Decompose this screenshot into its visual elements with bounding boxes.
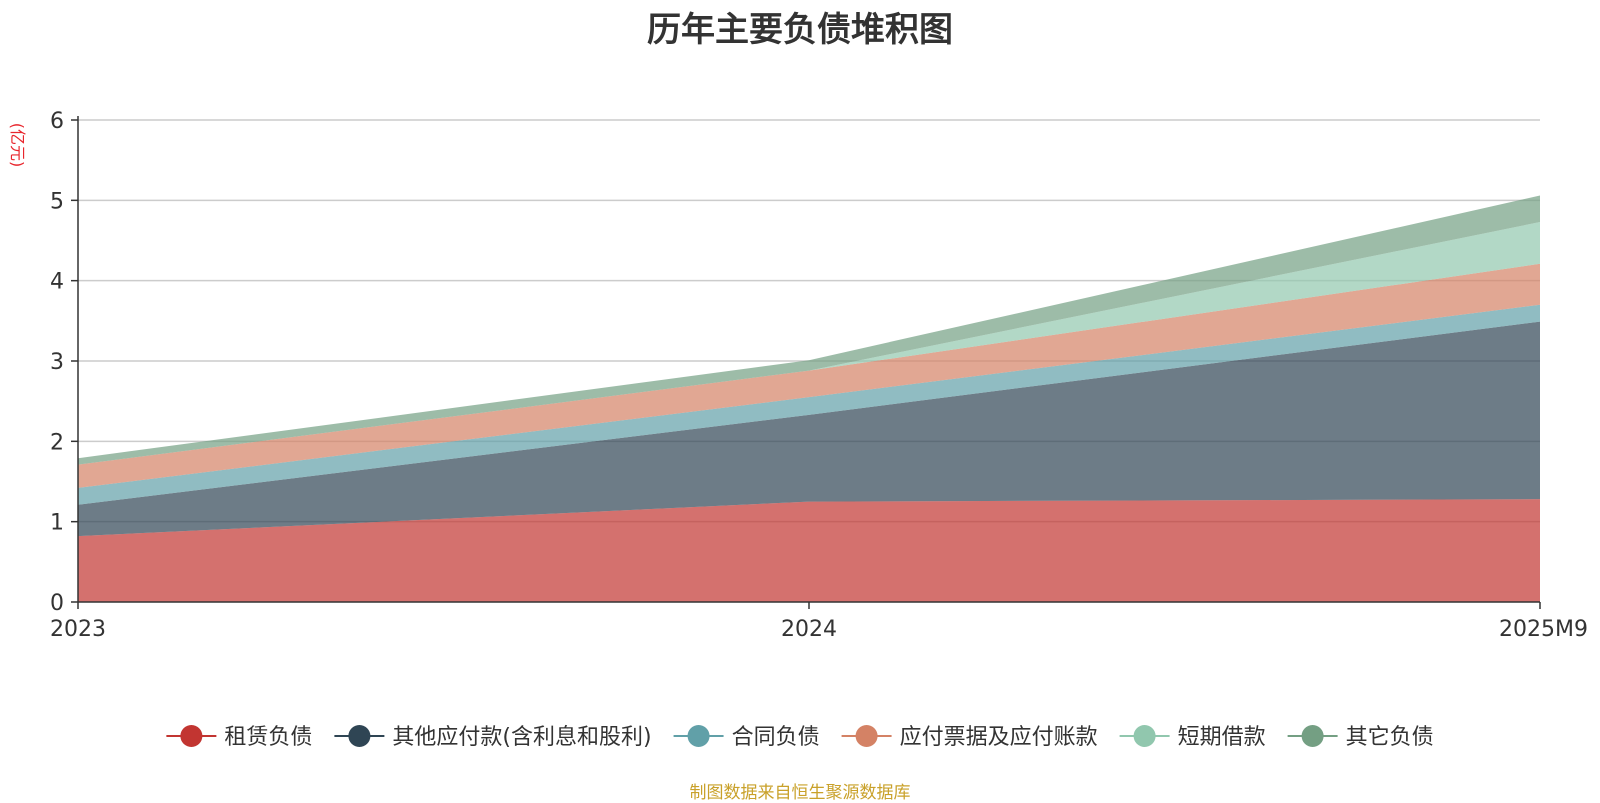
legend-label[interactable]: 其他应付款(含利息和股利) [392, 725, 651, 750]
area-series-3[interactable] [78, 304, 1540, 505]
y-tick-label: 3 [50, 350, 64, 375]
legend-label[interactable]: 其它负债 [1346, 725, 1434, 750]
y-tick-label: 0 [50, 591, 64, 616]
area-series [78, 195, 1540, 602]
legend-marker[interactable] [687, 725, 710, 747]
legend[interactable]: 租赁负债 其他应付款(含利息和股利) 合同负债 应付票据及应付账款 短期借款 其它负债 [166, 725, 1434, 750]
y-tick-label: 1 [50, 511, 64, 536]
y-tick-label: 6 [50, 109, 64, 134]
x-tick-label: 2024 [781, 617, 837, 642]
area-series-4[interactable] [78, 263, 1540, 488]
legend-label[interactable]: 合同负债 [732, 725, 820, 750]
legend-marker[interactable] [855, 725, 878, 747]
area-series-2[interactable] [78, 321, 1540, 537]
legend-marker[interactable] [1301, 725, 1324, 747]
y-axis-unit-label: (亿元) [8, 123, 27, 168]
x-tick-label: 2023 [50, 617, 106, 642]
legend-marker[interactable] [180, 725, 203, 747]
y-tick-label: 2 [50, 430, 64, 455]
y-tick-label: 4 [50, 270, 64, 295]
axes: 0 1 2 3 4 5 6 2023 2024 2025M9 [50, 109, 1588, 642]
area-series-1[interactable] [78, 499, 1540, 602]
legend-marker[interactable] [1133, 725, 1156, 747]
legend-label[interactable]: 租赁负债 [224, 725, 312, 750]
y-tick-label: 5 [50, 189, 64, 214]
data-source-note: 制图数据来自恒生聚源数据库 [689, 783, 911, 803]
legend-label[interactable]: 短期借款 [1178, 725, 1266, 750]
legend-marker[interactable] [348, 725, 371, 747]
chart-title: 历年主要负债堆积图 [647, 10, 953, 50]
legend-label[interactable]: 应付票据及应付账款 [900, 725, 1098, 750]
x-tick-label: 2025M9 [1499, 617, 1588, 642]
